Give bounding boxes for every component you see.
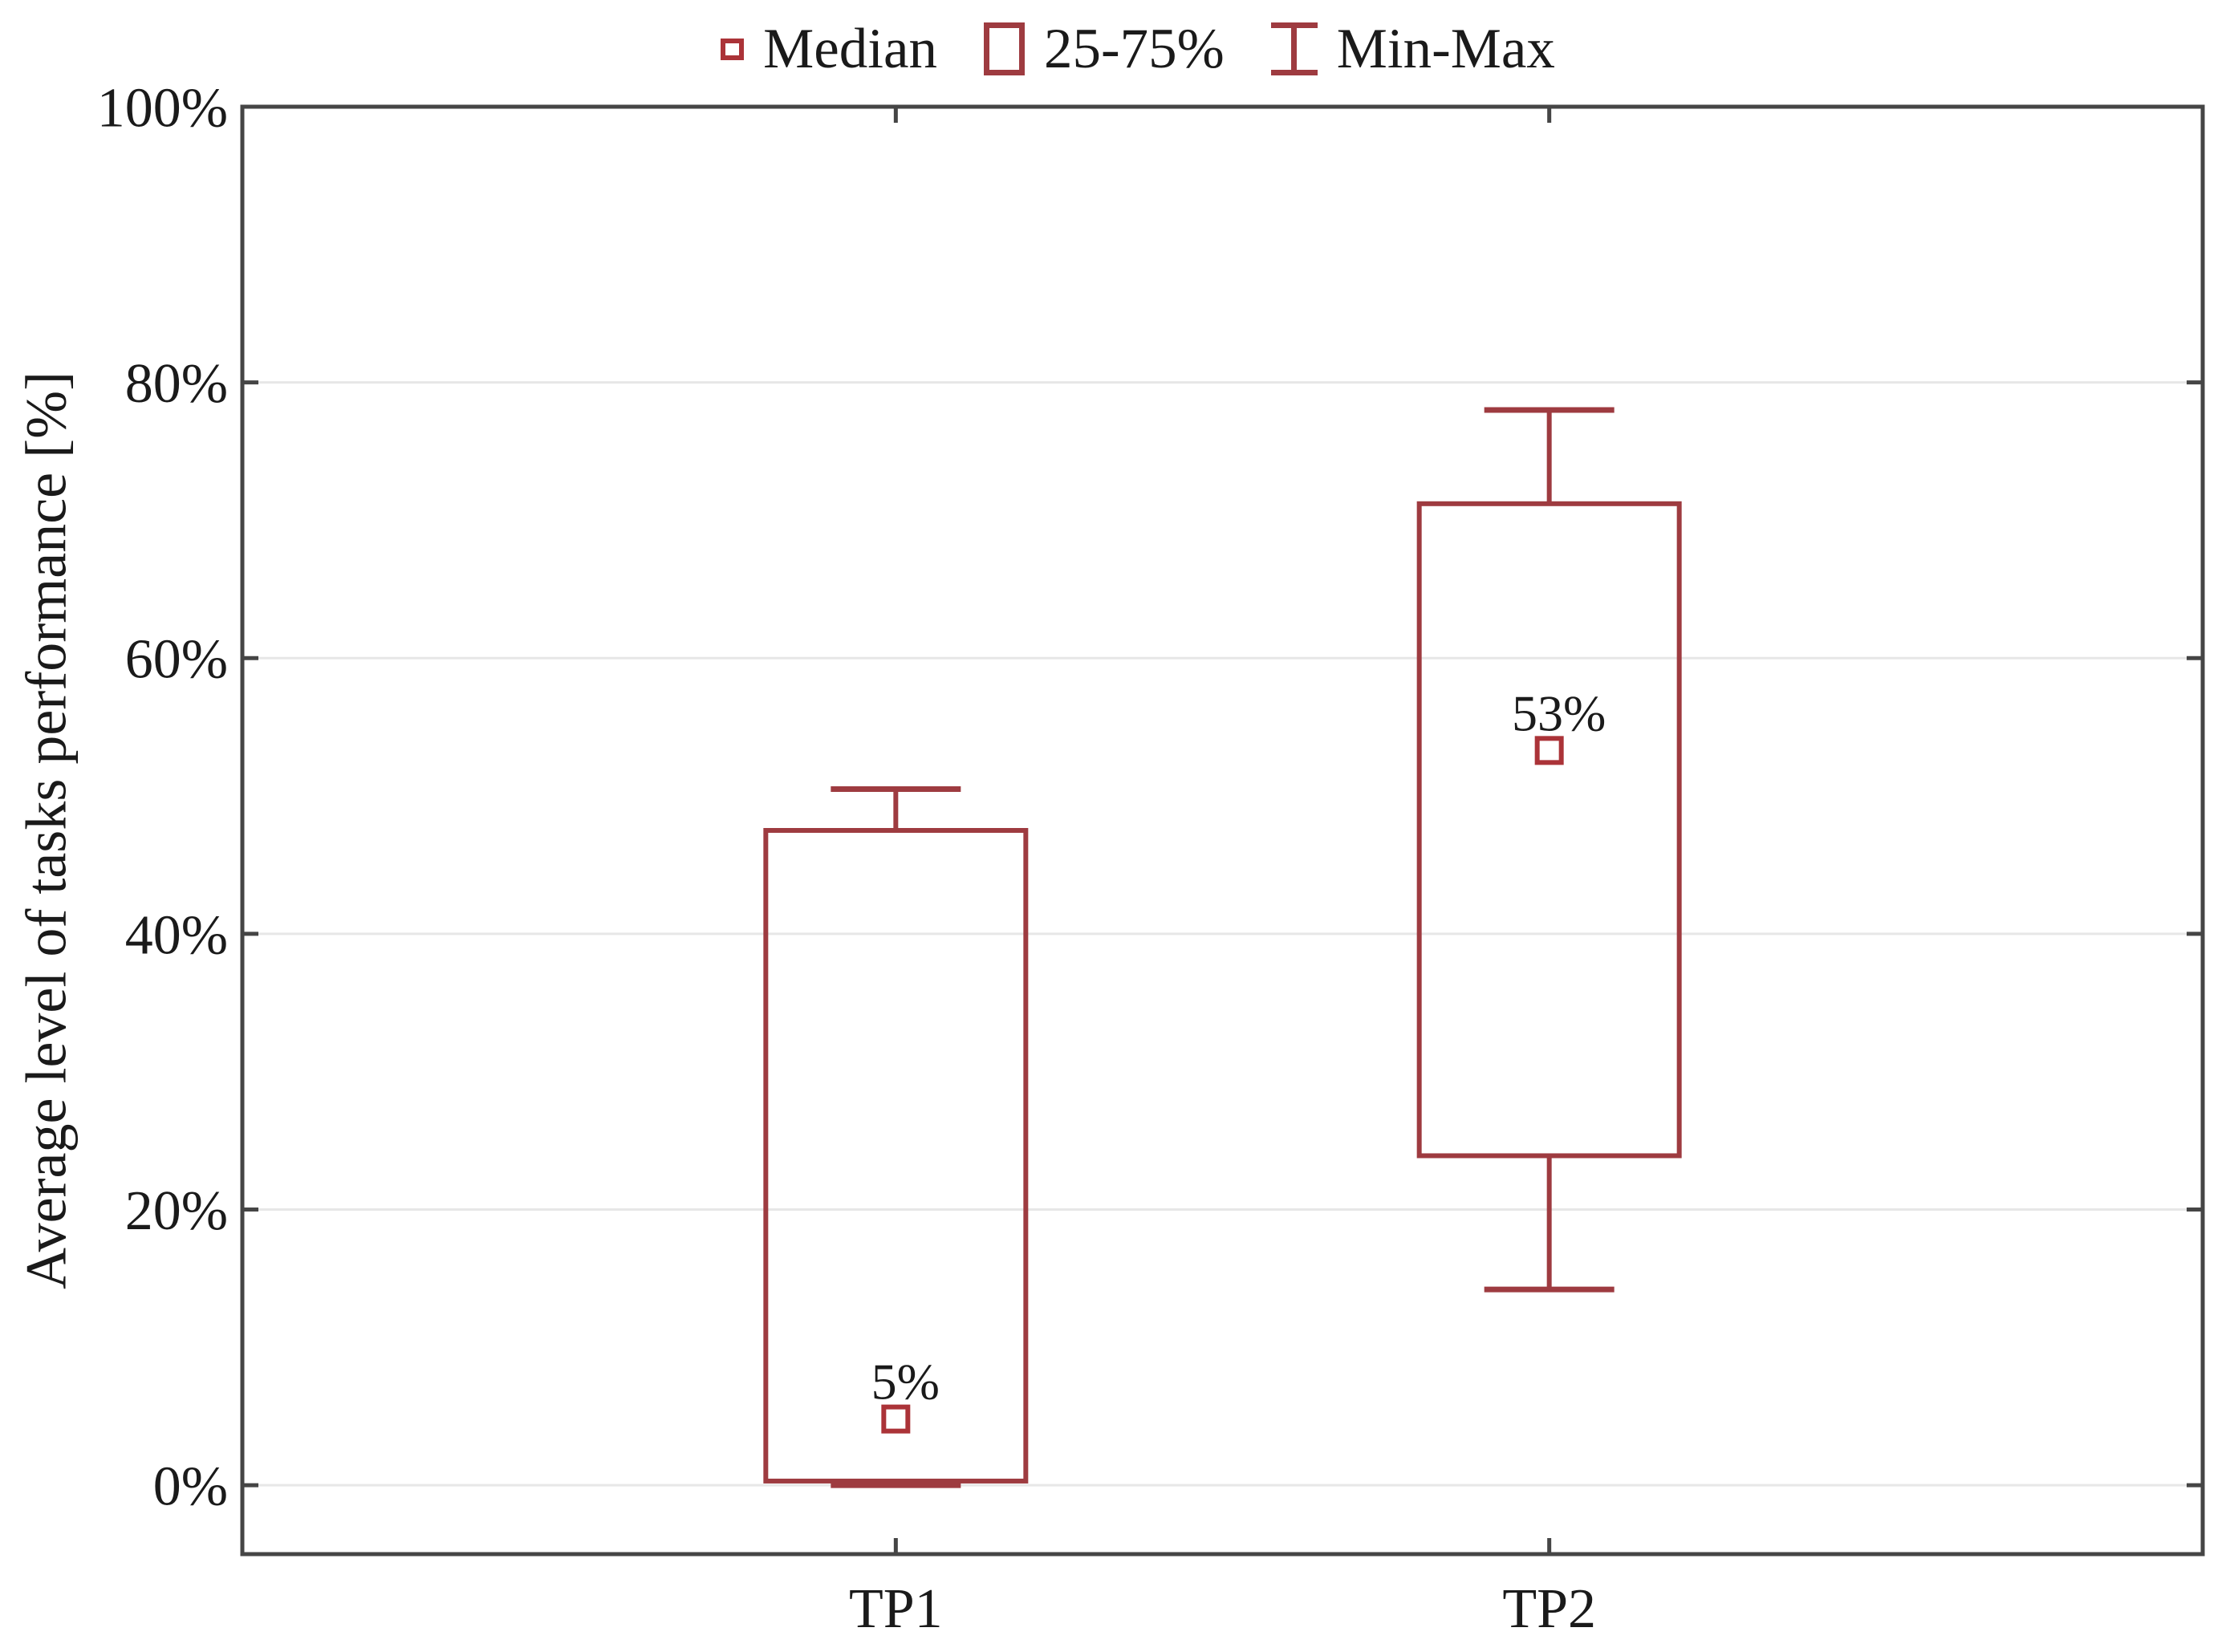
legend-item-iqr: 25-75%: [983, 17, 1225, 80]
legend-label-iqr: 25-75%: [1043, 17, 1225, 80]
y-tick-label-60: 60%: [125, 629, 228, 691]
minmax-whisker-icon: [1270, 22, 1318, 75]
legend-label-minmax: Min-Max: [1336, 17, 1555, 80]
legend-item-minmax: Min-Max: [1270, 17, 1555, 80]
x-tick-label-TP2: TP2: [1502, 1578, 1596, 1640]
y-tick-label-20: 20%: [125, 1180, 228, 1242]
chart-legend: Median 25-75% Min-Max: [0, 5, 2234, 93]
y-tick-label-0: 0%: [153, 1456, 228, 1518]
y-tick-label-100: 100%: [97, 78, 228, 140]
legend-item-median: Median: [721, 17, 937, 80]
median-marker-icon: [721, 38, 745, 60]
y-tick-label-40: 40%: [125, 904, 228, 966]
y-tick-label-80: 80%: [125, 353, 228, 415]
iqr-box-icon: [983, 22, 1025, 75]
iqr-box-TP2: [1416, 501, 1682, 1159]
median-marker-TP1: [881, 1404, 911, 1434]
median-label-TP1: 5%: [871, 1354, 940, 1410]
legend-label-median: Median: [763, 17, 937, 80]
x-tick-label-TP1: TP1: [849, 1578, 943, 1640]
median-marker-TP2: [1534, 736, 1564, 765]
median-label-TP2: 53%: [1512, 684, 1606, 741]
plot-frame: [240, 104, 2205, 1557]
iqr-box-TP1: [763, 828, 1029, 1484]
